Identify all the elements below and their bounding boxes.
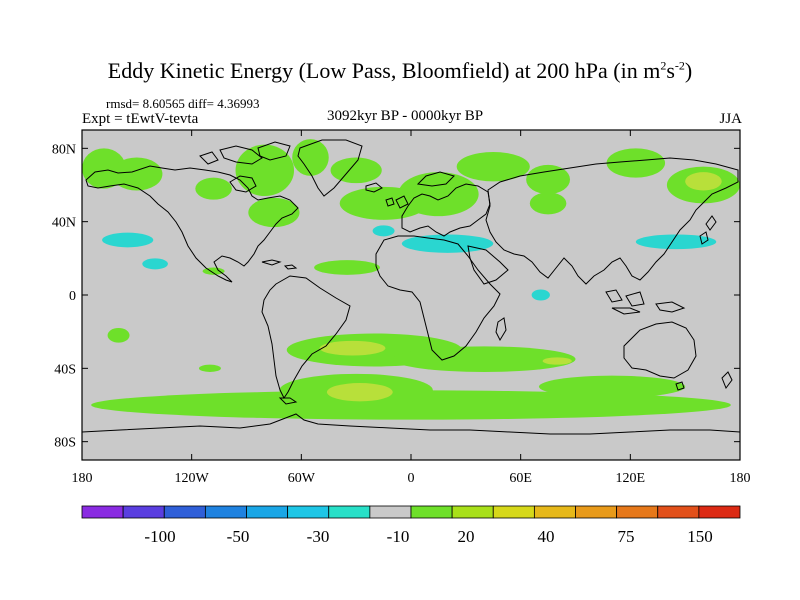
x-axis-ticks: 180 120W 60W 0 60E 120E 180 — [72, 130, 751, 486]
y-tick-label: 40S — [54, 362, 76, 377]
y-axis-ticks: 80N 40N 0 40S 80S — [52, 142, 740, 451]
x-tick-label: 120E — [616, 471, 646, 486]
colorbar-swatch — [287, 505, 330, 519]
anomaly-region-positive-low — [398, 172, 479, 217]
colorbar-label: -10 — [387, 527, 410, 546]
colorbar-label: -100 — [144, 527, 175, 546]
anomaly-regions — [82, 139, 740, 420]
colorbar-label: 75 — [618, 527, 635, 546]
anomaly-region-negative-low — [102, 232, 154, 248]
coastlines — [82, 139, 740, 435]
y-tick-label: 80S — [54, 436, 76, 451]
colorbar-swatch — [163, 505, 206, 519]
y-tick-label: 40N — [52, 216, 76, 231]
colorbar-swatch — [81, 505, 124, 519]
colorbar-label: -50 — [227, 527, 250, 546]
anomaly-region-positive-low — [202, 267, 225, 275]
anomaly-region-positive-low — [248, 197, 300, 228]
anomaly-region-positive-low — [392, 346, 576, 372]
anomaly-region-positive-mid — [685, 172, 722, 191]
anomaly-region-positive-mid — [542, 357, 572, 365]
colorbar-swatch — [657, 505, 700, 519]
anomaly-region-positive-low — [456, 152, 530, 182]
anomaly-region-positive-low — [292, 139, 329, 176]
anomaly-region-negative-low — [531, 289, 550, 301]
experiment-label: Expt = tEwtV-tevta — [82, 111, 199, 127]
anomaly-region-positive-mid — [326, 383, 393, 402]
anomaly-region-positive-low — [538, 375, 686, 398]
anomaly-region-negative-low — [142, 258, 168, 270]
anomaly-region-negative-low — [372, 225, 395, 237]
anomaly-region-positive-low — [529, 192, 567, 215]
anomaly-region-positive-low — [526, 164, 571, 195]
colorbar-label: 150 — [687, 527, 713, 546]
x-tick-label: 60E — [509, 471, 532, 486]
colorbar-swatch — [328, 505, 371, 519]
x-tick-label: 120W — [175, 471, 210, 486]
season-label: JJA — [719, 111, 742, 127]
x-tick-label: 180 — [72, 471, 93, 486]
anomaly-region-negative-low — [635, 234, 717, 250]
anomaly-region-positive-low — [111, 157, 163, 191]
colorbar-swatch — [122, 505, 165, 519]
colorbar-swatch — [698, 505, 741, 519]
y-tick-label: 0 — [69, 289, 76, 304]
anomaly-region-positive-low — [235, 144, 295, 196]
anomaly-region-positive-low — [91, 390, 731, 420]
colorbar-swatch — [369, 505, 412, 519]
colorbar-label: -30 — [307, 527, 330, 546]
anomaly-region-positive-mid — [319, 340, 386, 356]
colorbar-swatch — [204, 505, 247, 519]
colorbar-swatch — [492, 505, 535, 519]
colorbar-label: 40 — [538, 527, 555, 546]
colorbar-swatch — [246, 505, 289, 519]
colorbar-swatch — [616, 505, 659, 519]
figure-title: Eddy Kinetic Energy (Low Pass, Bloomfiel… — [107, 58, 693, 83]
colorbar: -100 -50 -30 -10 20 40 75 150 — [81, 505, 741, 546]
colorbar-swatch — [575, 505, 618, 519]
anomaly-region-negative-low — [401, 234, 494, 253]
colorbar-swatch — [451, 505, 494, 519]
x-tick-label: 0 — [408, 471, 415, 486]
anomaly-region-positive-low — [314, 260, 380, 275]
y-tick-label: 80N — [52, 142, 76, 157]
colorbar-label: 20 — [458, 527, 475, 546]
period-label: 3092kyr BP - 0000kyr BP — [326, 108, 484, 124]
colorbar-swatch — [410, 505, 453, 519]
anomaly-region-positive-low — [195, 177, 232, 200]
anomaly-region-positive-low — [606, 148, 666, 178]
anomaly-region-positive-low — [107, 328, 130, 343]
colorbar-swatch — [533, 505, 576, 519]
statistics-text: rmsd= 8.60565 diff= 4.36993 — [106, 96, 260, 111]
x-tick-label: 60W — [288, 471, 316, 486]
anomaly-region-positive-low — [330, 157, 382, 184]
x-tick-label: 180 — [730, 471, 751, 486]
anomaly-region-positive-low — [198, 364, 221, 373]
